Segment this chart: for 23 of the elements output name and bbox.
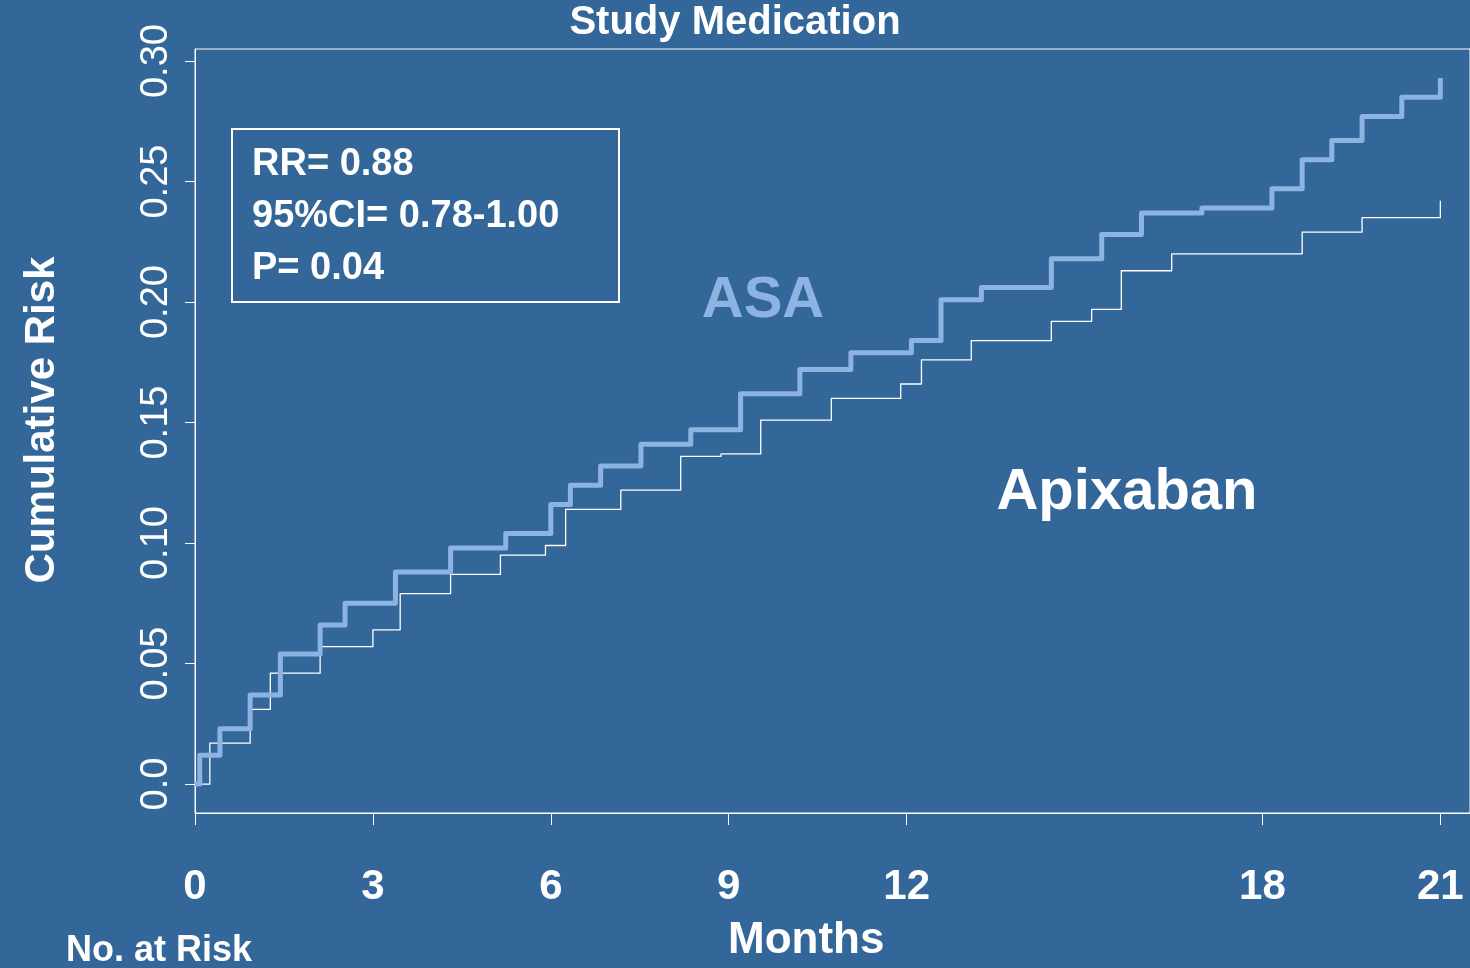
- y-tick-label: 0.20: [133, 265, 175, 340]
- series-label: Apixaban: [996, 455, 1258, 521]
- chart-title: Study Medication: [569, 0, 901, 42]
- text: No. at Risk: [66, 927, 254, 968]
- y-tick-label: 0.05: [133, 626, 175, 701]
- y-tick-label: 0.10: [133, 506, 175, 581]
- y-tick-label: 0.0: [133, 757, 175, 811]
- x-axis-title: Months: [728, 912, 885, 962]
- x-tick-label: 21: [1416, 860, 1464, 908]
- annotation: 95%CI= 0.78-1.00: [252, 193, 560, 235]
- x-tick-label: 12: [883, 860, 930, 908]
- y-axis-title: Cumulative Risk: [15, 255, 63, 584]
- y-tick-label: 0.30: [133, 24, 175, 99]
- annotation: P= 0.04: [252, 245, 385, 287]
- series-label: ASA: [701, 263, 825, 329]
- y-tick-label: 0.15: [133, 385, 175, 460]
- x-tick-label: 3: [361, 860, 385, 908]
- annotation: RR= 0.88: [252, 141, 414, 183]
- y-tick-label: 0.25: [133, 144, 175, 219]
- x-tick-label: 18: [1239, 860, 1286, 908]
- x-tick-label: 9: [717, 860, 741, 908]
- x-tick-label: 6: [539, 860, 563, 908]
- x-tick-label: 0: [183, 860, 207, 908]
